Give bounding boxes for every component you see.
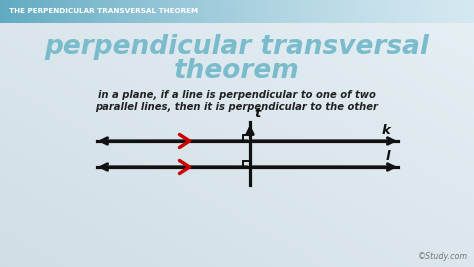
Bar xyxy=(244,135,250,141)
Text: k: k xyxy=(381,124,390,137)
Text: l: l xyxy=(385,150,390,163)
Text: t: t xyxy=(254,107,260,120)
Text: perpendicular transversal: perpendicular transversal xyxy=(45,34,429,60)
Text: parallel lines, then it is perpendicular to the other: parallel lines, then it is perpendicular… xyxy=(96,102,378,112)
Text: THE PERPENDICULAR TRANSVERSAL THEOREM: THE PERPENDICULAR TRANSVERSAL THEOREM xyxy=(9,8,199,14)
Text: ©Study.com: ©Study.com xyxy=(418,252,468,261)
Bar xyxy=(244,160,250,167)
Text: in a plane, if a line is perpendicular to one of two: in a plane, if a line is perpendicular t… xyxy=(98,90,376,100)
Text: theorem: theorem xyxy=(174,58,300,84)
